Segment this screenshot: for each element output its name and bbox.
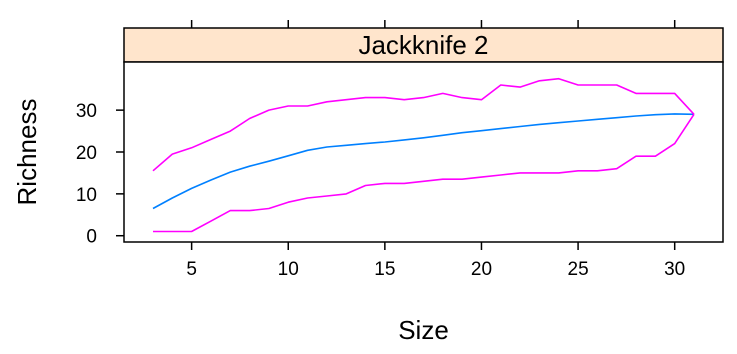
plot-panel: [123, 61, 724, 243]
x-ticks-top: [190, 20, 676, 28]
strip-label: Jackknife 2: [358, 30, 488, 60]
series-line-upper: [152, 77, 695, 172]
x-tick-label: 25: [568, 259, 589, 280]
x-tick-label: 10: [278, 259, 299, 280]
y-tick-label: 20: [76, 143, 97, 164]
y-tick-label: 0: [86, 227, 97, 248]
x-tick-label: 15: [374, 259, 395, 280]
series-line-mean: [152, 113, 695, 210]
x-axis-ticks: 5 10 15 20 25 30: [186, 242, 685, 280]
x-tick-label: 30: [664, 259, 685, 280]
y-tick-label: 10: [76, 185, 97, 206]
y-axis-title: Richness: [12, 99, 42, 206]
series-line-lower: [153, 113, 695, 233]
x-axis-title: Size: [398, 315, 449, 345]
y-axis-ticks: 0 10 20 30: [76, 101, 124, 248]
x-tick-label: 20: [471, 259, 492, 280]
series-group: [152, 77, 695, 233]
y-tick-label: 30: [76, 101, 97, 122]
strip-background: [123, 27, 724, 63]
x-tick-label: 5: [186, 259, 197, 280]
